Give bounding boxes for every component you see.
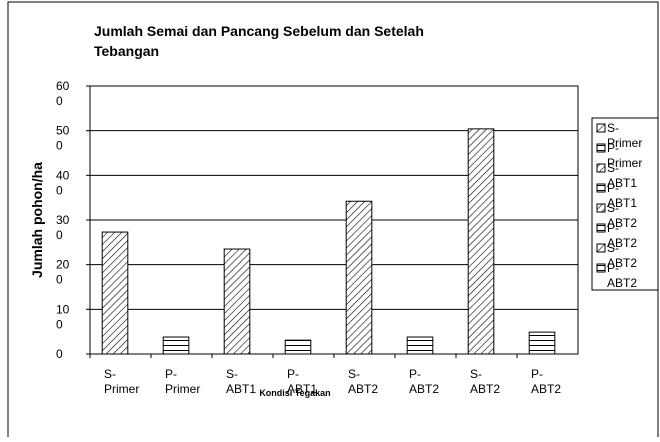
chart-border	[7, 1, 659, 442]
legend-label: P-ABT1	[607, 181, 637, 210]
x-axis-label: Kondisi Tegakan	[259, 388, 330, 398]
bar	[162, 336, 190, 355]
legend-label: P-Primer	[607, 141, 642, 170]
legend-swatch	[596, 203, 606, 213]
legend-label: S-ABT2	[607, 241, 637, 270]
bar	[467, 128, 495, 355]
legend-swatch	[596, 163, 606, 173]
y-axis-label: Jumlah pohon/ha	[29, 162, 45, 278]
bar	[406, 336, 434, 355]
y-tick-label: 30 0	[56, 213, 70, 242]
y-tick-label: 50 0	[56, 124, 70, 153]
y-tick-label: 40 0	[56, 168, 70, 197]
legend-swatch	[596, 263, 606, 273]
x-tick-label: P-ABT2	[409, 367, 439, 396]
y-tick-label: 0	[56, 347, 63, 361]
bar	[528, 331, 556, 355]
legend-label: P-ABT2	[607, 221, 637, 250]
bar	[101, 231, 129, 355]
chart-title: Jumlah Semai dan Pancang Sebelum dan Set…	[94, 23, 428, 59]
legend-swatch	[596, 143, 606, 153]
legend-swatch	[596, 223, 606, 233]
legend-swatch	[596, 183, 606, 193]
y-tick-label: 10 0	[56, 302, 70, 331]
bar	[345, 200, 373, 355]
legend-swatch	[596, 123, 606, 133]
bar	[223, 248, 251, 355]
x-tick-label: S-ABT2	[348, 367, 378, 396]
y-tick-label: 60 0	[56, 79, 70, 108]
legend-label: S-Primer	[607, 121, 642, 150]
x-tick-label: P-ABT2	[531, 367, 561, 396]
y-tick-label: 20 0	[56, 258, 70, 287]
x-tick-label: P-Primer	[165, 367, 200, 396]
legend-label: S-ABT1	[607, 161, 637, 190]
x-tick-label: S-ABT2	[470, 367, 500, 396]
bar	[284, 339, 312, 355]
x-tick-label: S-Primer	[104, 367, 139, 396]
x-tick-label: S-ABT1	[226, 367, 256, 396]
legend-label: S-ABT2	[607, 201, 637, 230]
legend-swatch	[596, 243, 606, 253]
x-tick-label: P-ABT1	[287, 367, 317, 396]
legend-label: P-ABT2	[607, 261, 637, 290]
